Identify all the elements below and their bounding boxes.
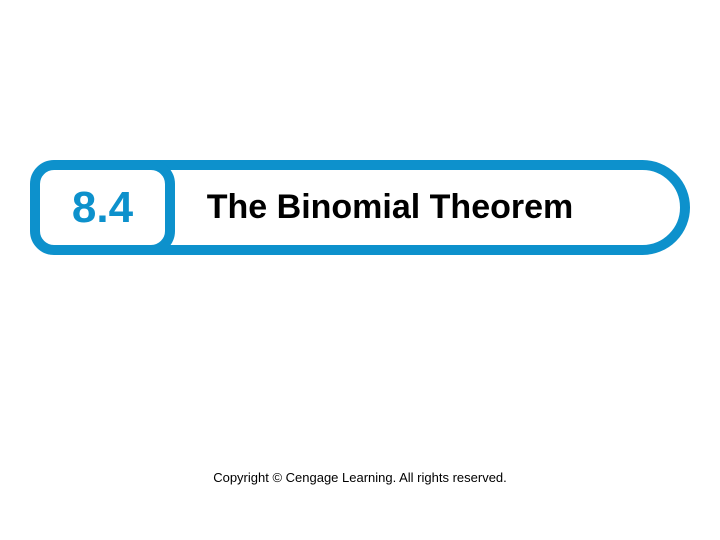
section-header: The Binomial Theorem 8.4: [30, 160, 690, 255]
section-badge: 8.4: [30, 160, 175, 255]
slide-title: The Binomial Theorem: [147, 188, 574, 227]
section-number: 8.4: [72, 183, 133, 233]
copyright-text: Copyright © Cengage Learning. All rights…: [0, 470, 720, 485]
slide: The Binomial Theorem 8.4 Copyright © Cen…: [0, 0, 720, 540]
